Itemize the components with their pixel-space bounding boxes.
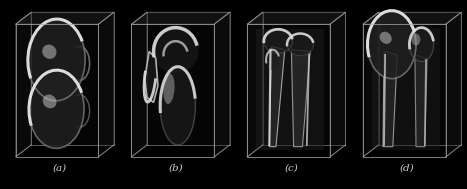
Ellipse shape [287,34,313,56]
Ellipse shape [43,94,57,108]
Ellipse shape [410,28,434,62]
Polygon shape [330,12,346,157]
Ellipse shape [28,19,85,101]
Text: (a): (a) [53,163,67,172]
Polygon shape [256,29,325,150]
Polygon shape [383,51,397,147]
Polygon shape [263,12,346,145]
Polygon shape [379,12,461,145]
Ellipse shape [152,26,199,74]
Polygon shape [214,12,230,157]
Ellipse shape [42,45,57,59]
Text: (c): (c) [284,163,298,172]
Ellipse shape [411,34,420,46]
Polygon shape [248,12,263,157]
Polygon shape [145,51,158,102]
Text: (d): (d) [400,163,415,172]
Polygon shape [99,12,114,157]
Polygon shape [415,55,427,147]
Polygon shape [363,12,379,157]
Polygon shape [132,12,147,157]
Polygon shape [363,12,461,24]
Polygon shape [16,12,114,24]
Ellipse shape [368,11,416,79]
Polygon shape [446,12,461,157]
Text: (b): (b) [168,163,183,172]
Polygon shape [31,12,114,145]
Polygon shape [16,12,31,157]
Polygon shape [269,46,285,147]
Polygon shape [248,12,346,24]
Ellipse shape [163,74,175,104]
Polygon shape [147,12,230,145]
Ellipse shape [160,67,196,145]
Polygon shape [132,12,230,24]
Ellipse shape [380,32,392,44]
Ellipse shape [264,29,292,53]
Ellipse shape [266,50,279,70]
Ellipse shape [29,70,84,148]
Polygon shape [372,28,440,150]
Polygon shape [291,50,310,147]
